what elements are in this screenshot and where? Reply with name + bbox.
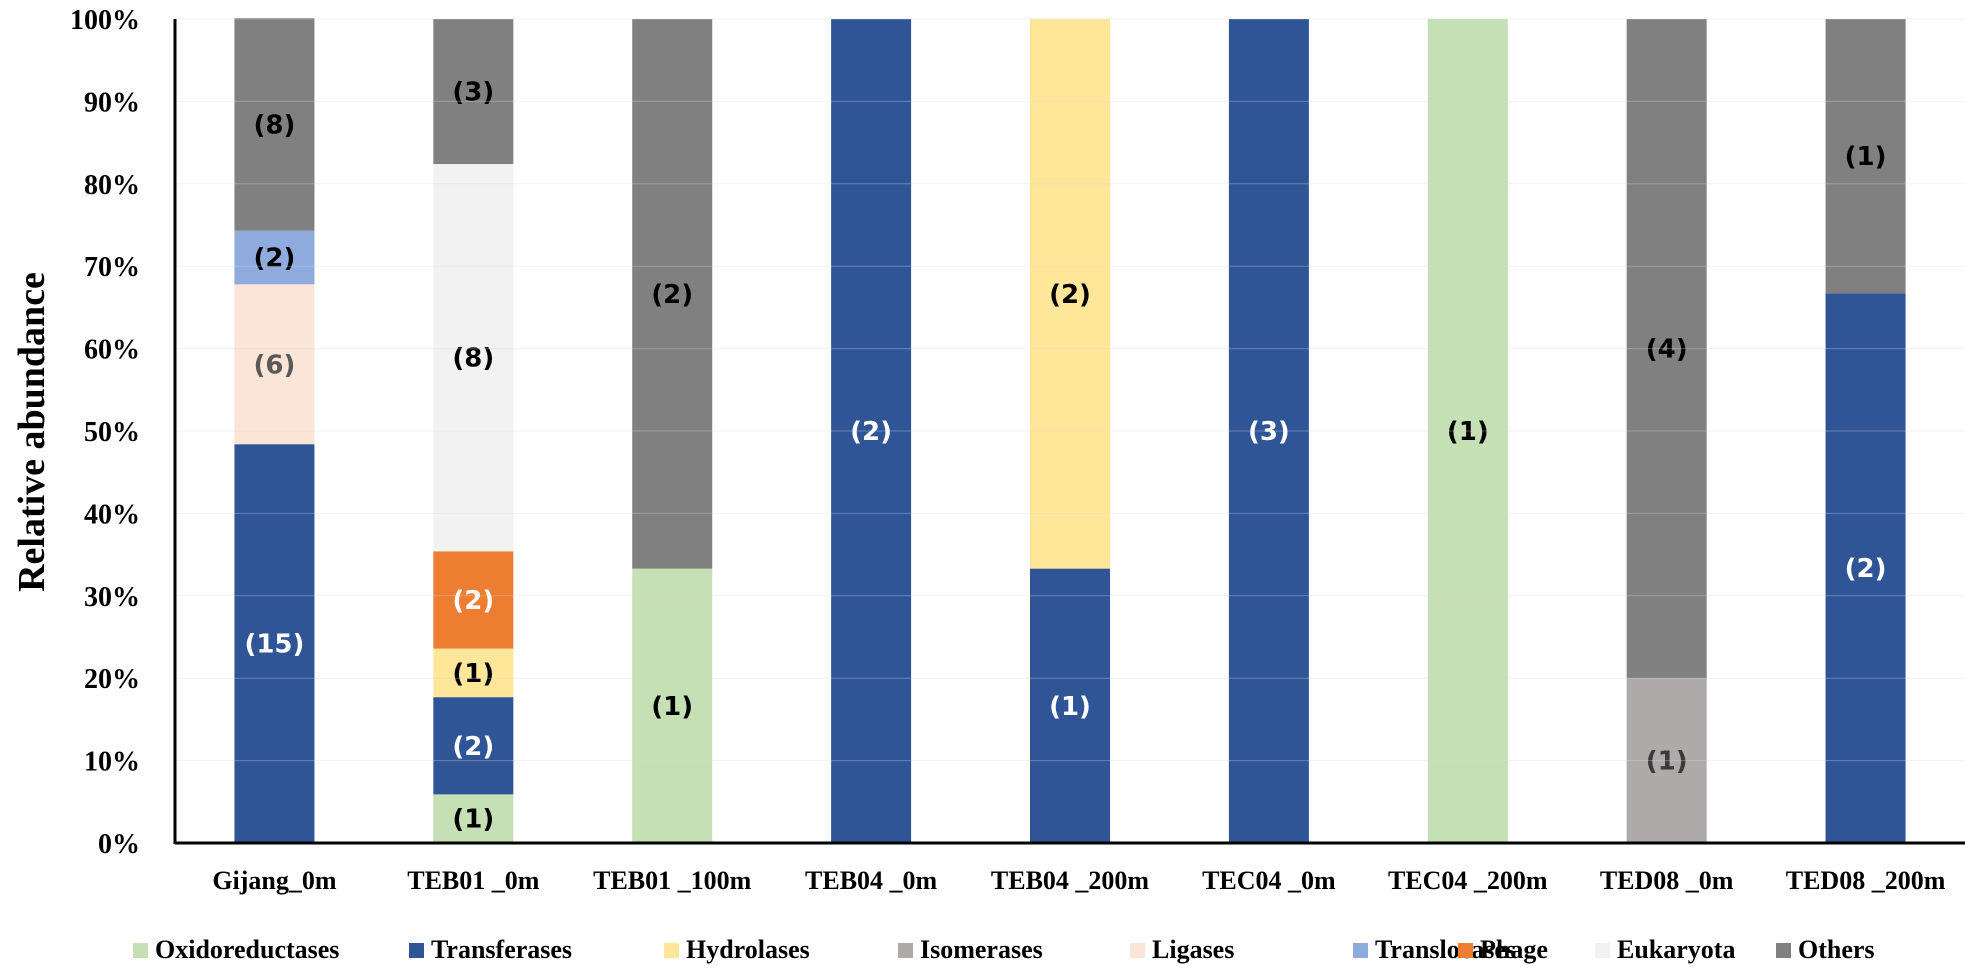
legend-swatch [1776, 943, 1791, 958]
bar-segment [234, 230, 315, 285]
bar-segment [632, 19, 713, 569]
x-category-label: TEB01 _0m [407, 866, 540, 895]
y-tick-label: 70% [84, 252, 140, 283]
y-tick-label: 40% [84, 499, 140, 530]
data-label: (1) [452, 805, 494, 835]
bar-segment [1825, 293, 1906, 844]
x-category-label: TEB01 _100m [593, 866, 752, 895]
legend-swatch [1595, 943, 1610, 958]
bar-segment [1228, 19, 1309, 843]
x-category-label: TEC04 _0m [1202, 866, 1336, 895]
data-label: (2) [1049, 280, 1091, 310]
bar-segment [234, 444, 315, 843]
x-category-label: Gijang_0m [212, 866, 337, 895]
legend-label: Eukaryota [1617, 935, 1735, 964]
legend-swatch [1130, 943, 1145, 958]
bar-segment [433, 19, 514, 165]
bar-segment [234, 284, 315, 445]
data-label: (1) [1447, 417, 1489, 447]
data-label: (1) [651, 692, 693, 722]
y-tick-label: 80% [84, 170, 140, 201]
bar-segment [1427, 19, 1508, 843]
gridlines [175, 18, 1965, 762]
bar-segment [831, 19, 912, 843]
data-label: (1) [1049, 692, 1091, 722]
bar-segment [1825, 19, 1906, 294]
x-category-label: TEB04 _200m [991, 866, 1150, 895]
bar-segment [632, 568, 713, 843]
y-tick-label: 60% [84, 335, 140, 366]
y-tick-label: 100% [70, 5, 140, 36]
bar-segment [433, 697, 514, 795]
data-label: (2) [254, 244, 296, 274]
legend-label: Oxidoreductases [155, 935, 339, 964]
data-label: (2) [1845, 554, 1887, 584]
data-label: (15) [244, 630, 304, 660]
axes [173, 19, 1965, 845]
y-tick-label: 10% [84, 747, 140, 778]
data-label: (6) [254, 350, 296, 380]
data-label: (3) [1248, 417, 1290, 447]
legend-swatch [1458, 943, 1473, 958]
bar-segment [433, 648, 514, 698]
x-category-label: TED08 _0m [1600, 866, 1734, 895]
x-category-label: TEC04 _200m [1388, 866, 1548, 895]
data-label: (2) [452, 732, 494, 762]
legend-swatch [664, 943, 679, 958]
bar-segment [1030, 19, 1110, 569]
legend-swatch [409, 943, 424, 958]
data-label: (4) [1646, 335, 1688, 365]
data-label: (1) [1845, 142, 1887, 172]
data-label: (3) [452, 78, 494, 108]
data-label: (2) [452, 586, 494, 616]
data-label: (1) [452, 659, 494, 689]
x-category-label: TED08 _200m [1786, 866, 1946, 895]
legend-label: Hydrolases [686, 935, 810, 964]
bar-segment [1626, 19, 1707, 679]
x-category-labels: Gijang_0m TEB01 _0m TEB01 _100m TEB04 _0m TE… [212, 866, 1945, 895]
legend-label: Isomerases [920, 935, 1043, 964]
data-label: (1) [1646, 747, 1688, 777]
bars: (15) (6) (2) (8) (1) (2) (1) (2) (8) (3) (1) (2) (2)… [234, 18, 1906, 844]
legend-swatch [1353, 943, 1368, 958]
data-label: (2) [850, 417, 892, 447]
data-label: (8) [452, 344, 494, 374]
y-tick-label: 20% [84, 664, 140, 695]
legend-label: Transferases [431, 935, 572, 964]
y-tick-labels: 0% 10% 20% 30% 40% 50% 60% 70% 80% 90% 100% [70, 5, 140, 860]
y-tick-label: 0% [98, 829, 140, 860]
legend-swatch [133, 943, 148, 958]
bar-segment [433, 551, 514, 649]
y-tick-label: 50% [84, 417, 140, 448]
bar-segment [1030, 568, 1110, 843]
legend-label: Translocases [1375, 935, 1516, 964]
legend-label: Others [1798, 935, 1875, 964]
y-tick-label: 30% [84, 582, 140, 613]
y-tick-label: 90% [84, 87, 140, 118]
bar-segment [433, 794, 514, 843]
legend-label: Phage [1480, 935, 1548, 964]
legend-label: Ligases [1152, 935, 1234, 964]
legend-swatch [898, 943, 913, 958]
bar-segment [433, 164, 514, 552]
data-label: (8) [254, 110, 296, 140]
bar-segment [234, 18, 315, 231]
y-axis-label: Relative abundance [11, 272, 53, 592]
data-label: (2) [651, 280, 693, 310]
bar-segment [1626, 678, 1707, 843]
x-category-label: TEB04 _0m [805, 866, 938, 895]
legend: Oxidoreductases Transferases Hydrolases Iso… [133, 935, 1875, 964]
